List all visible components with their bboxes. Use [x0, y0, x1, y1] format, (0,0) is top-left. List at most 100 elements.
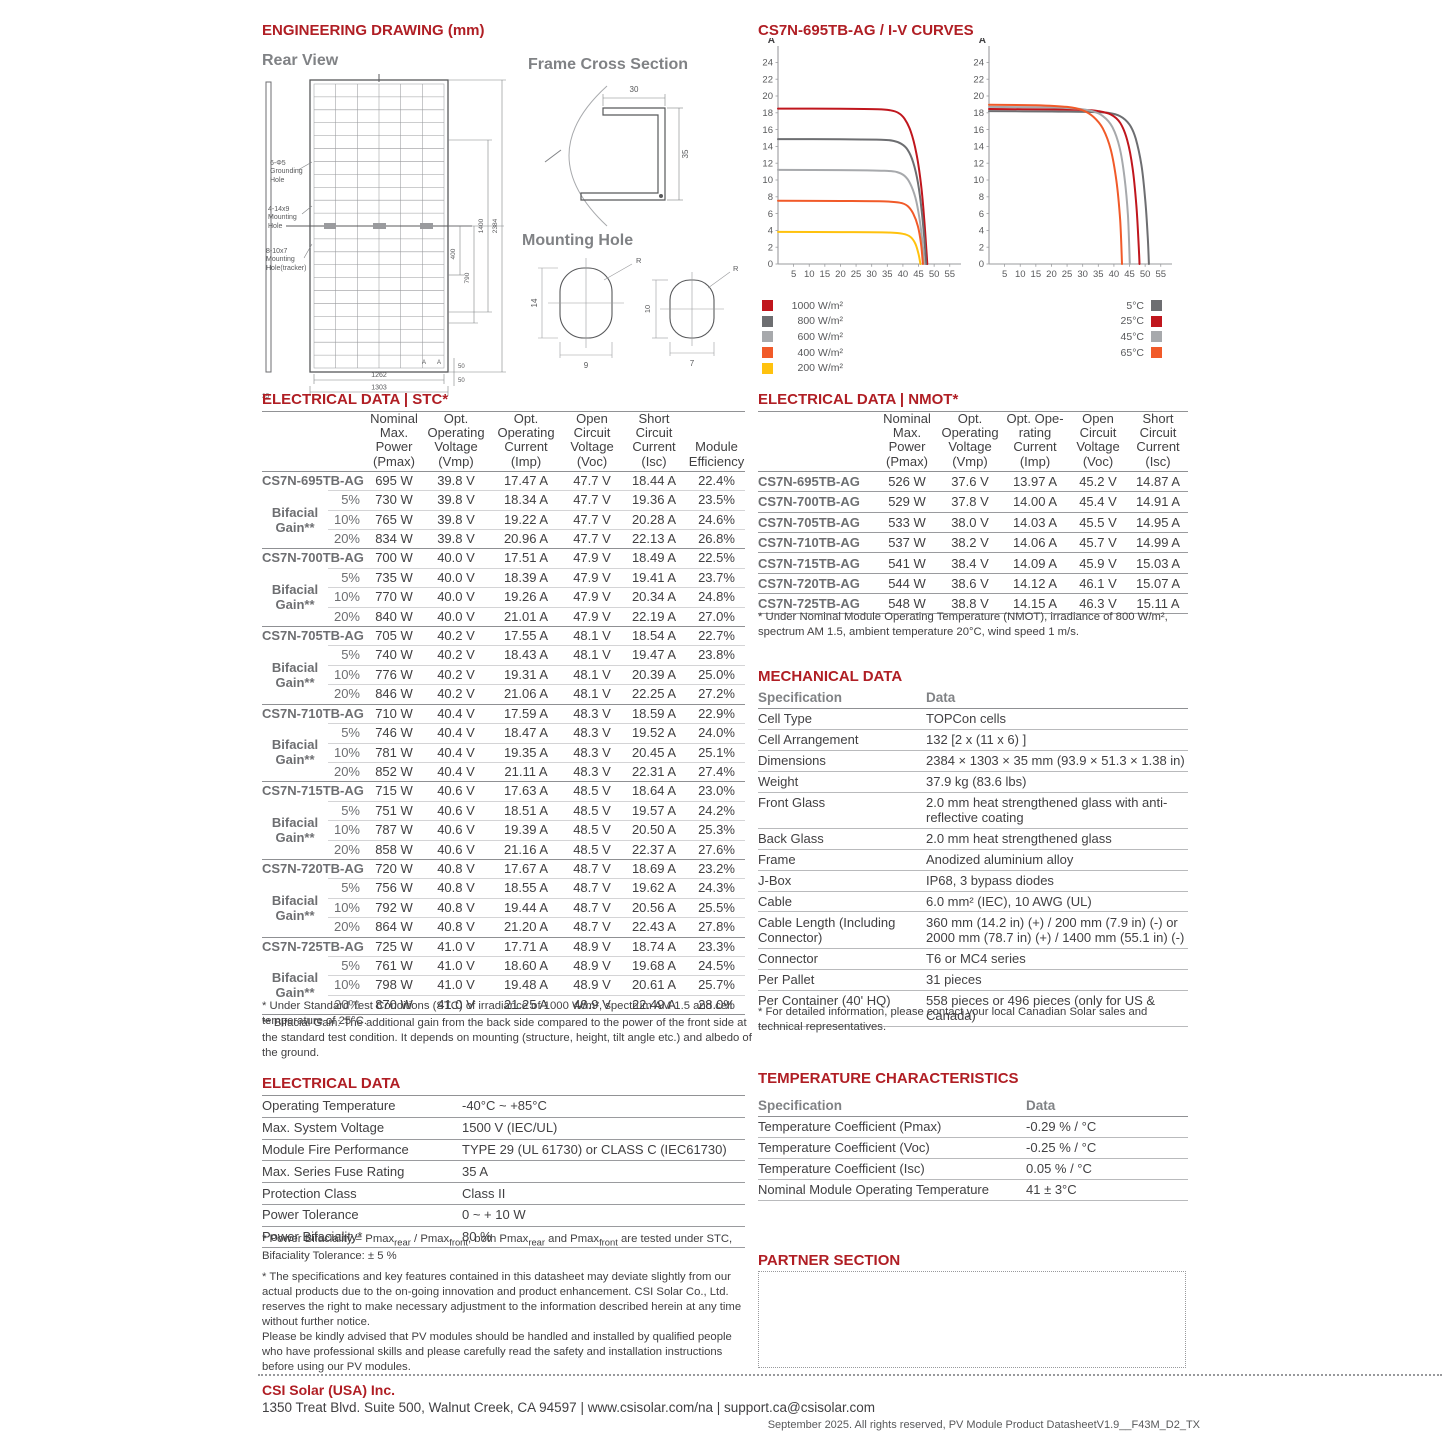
- legend-item: 5°C: [1020, 298, 1162, 314]
- dim-400: 400: [450, 248, 457, 259]
- table-row: CS7N-700TB-AG 529 W 37.8 V 14.00 A 45.4 V 14.…: [758, 491, 1188, 513]
- footer-version: September 2025. All rights reserved, PV …: [767, 1419, 1200, 1431]
- legend-item: 65°C: [1020, 345, 1162, 361]
- svg-text:2: 2: [768, 242, 773, 253]
- table-row: Cable 6.0 mm² (IEC), 10 AWG (UL): [758, 891, 1188, 913]
- table-row: J-Box IP68, 3 bypass diodes: [758, 870, 1188, 892]
- table-row: Bifacial Gain** 5% 735 W 40.0 V 18.39 A 47.9 …: [262, 567, 745, 612]
- legend-label: 65°C: [1120, 346, 1144, 359]
- legend-swatch: [762, 315, 773, 327]
- nmot-table-body: CS7N-695TB-AG 526 W 37.6 V 13.97 A 45.2 V 14.…: [758, 471, 1188, 615]
- legend-item: 600 W/m²: [762, 329, 843, 345]
- table-row: 20% 864 W 40.8 V 21.20 A 48.7 V 22.43 A 27.8%: [262, 917, 745, 938]
- dim-35-side: 35: [262, 393, 270, 400]
- legend-swatch: [1151, 300, 1162, 312]
- dim-1262: 1262: [371, 372, 387, 379]
- table-row: CS7N-695TB-AG 526 W 37.6 V 13.97 A 45.2 V 14.…: [758, 471, 1188, 493]
- table-row: 20% 834 W 39.8 V 20.96 A 47.7 V 22.13 A 26.8%: [262, 529, 745, 549]
- svg-text:25: 25: [851, 269, 862, 280]
- legend-label: 1000 W/m²: [791, 299, 843, 312]
- table-row: 10% 792 W 40.8 V 19.44 A 48.7 V 20.56 A 25.5%: [262, 897, 745, 918]
- iv-chart-irradiance: 0 2 4 6 8 10 12 14 16 18 20 22 24 5 10 15 20 25 30 35 40 45 50…: [752, 35, 976, 295]
- nmot-table: Nominal Max. Power (Pmax) Opt. Operating …: [758, 412, 1188, 615]
- dim-frame-30: 30: [630, 85, 639, 94]
- legend-item: 1000 W/m²: [762, 298, 843, 314]
- table-row: CS7N-700TB-AG 700 W 40.0 V 17.51 A 47.9 V 18.…: [262, 548, 745, 569]
- callout-grounding-hole: 6-Φ5 Grounding Hole: [270, 160, 303, 184]
- rear-view-label: Rear View: [262, 52, 339, 69]
- stc-table: Nominal Max. Power (Pmax) Opt. Operating …: [262, 412, 745, 1016]
- temperature-characteristics-table: Specification Data Temperature Coefficie…: [758, 1098, 1188, 1201]
- svg-text:4: 4: [768, 226, 773, 237]
- dim-hole-14: 14: [530, 298, 539, 307]
- table-row: 20% 846 W 40.2 V 21.06 A 48.1 V 22.25 A 27.2%: [262, 684, 745, 705]
- dim-50a: 50: [458, 364, 465, 370]
- legend-temperature: 5°C 25°C 45°C 65°C: [1020, 298, 1162, 360]
- table-row: 20% 858 W 40.6 V 21.16 A 48.5 V 22.37 A 27.6%: [262, 839, 745, 860]
- footer-company: CSI Solar (USA) Inc.: [262, 1382, 396, 1398]
- svg-text:18: 18: [762, 108, 773, 119]
- legend-swatch: [762, 300, 773, 312]
- svg-text:14: 14: [973, 142, 984, 153]
- table-row: 10% 776 W 40.2 V 19.31 A 48.1 V 20.39 A 25.0%: [262, 664, 745, 685]
- mounting-hole-drawing: 14 9 10 7 R R: [530, 256, 739, 370]
- svg-text:A: A: [979, 38, 986, 46]
- frame-cross-section-label: Frame Cross Section: [528, 56, 689, 73]
- electrical-data-table: Operating Temperature -40°C ~ +85°C Max. S…: [262, 1096, 745, 1249]
- nmot-title: ELECTRICAL DATA | NMOT*: [758, 391, 1188, 412]
- temp-col2-header: Data: [1026, 1098, 1188, 1117]
- table-row: Cell Arrangement 132 [2 x (11 x 6) ]: [758, 729, 1188, 751]
- table-row: Temperature Coefficient (Isc) 0.05 % / °C: [758, 1158, 1188, 1180]
- mounting-hole-label: Mounting Hole: [522, 232, 634, 249]
- legend-item: 200 W/m²: [762, 360, 843, 376]
- footer-email-link[interactable]: support.ca@csisolar.com: [724, 1400, 876, 1415]
- table-row: Bifacial Gain** 5% 756 W 40.8 V 18.55 A 48.7 …: [262, 878, 745, 923]
- legend-swatch: [1151, 347, 1162, 359]
- table-row: Max. Series Fuse Rating 35 A: [262, 1160, 745, 1184]
- svg-text:14: 14: [762, 142, 773, 153]
- table-row: Operating Temperature -40°C ~ +85°C: [262, 1096, 745, 1118]
- svg-text:10: 10: [973, 175, 984, 186]
- legend-swatch: [1151, 331, 1162, 343]
- svg-text:A: A: [768, 38, 775, 46]
- svg-text:50: 50: [1140, 269, 1151, 280]
- table-row: Cable Length (Including Connector) 360 mm…: [758, 911, 1188, 949]
- table-row: Front Glass 2.0 mm heat strengthened glas…: [758, 792, 1188, 829]
- svg-text:30: 30: [1077, 269, 1088, 280]
- svg-text:24: 24: [973, 58, 984, 69]
- stc-note-2: ** Bifacial Gain: The additional gain fr…: [262, 1017, 752, 1060]
- legend-swatch: [762, 347, 773, 359]
- svg-text:24: 24: [762, 58, 773, 69]
- dim-hole-10: 10: [643, 305, 652, 313]
- legend-item: 45°C: [1020, 329, 1162, 345]
- svg-text:20: 20: [1046, 269, 1057, 280]
- legend-label: 600 W/m²: [797, 330, 843, 343]
- table-row: Cell Type TOPCon cells: [758, 708, 1188, 730]
- svg-text:55: 55: [1155, 269, 1166, 280]
- table-row: Bifacial Gain** 5% 740 W 40.2 V 18.43 A 48.1 …: [262, 645, 745, 690]
- disclaimer-paragraph-2: Please be kindly advised that PV modules…: [262, 1331, 732, 1374]
- footer-website-link[interactable]: www.csisolar.com/na: [587, 1400, 713, 1415]
- footer-address: 1350 Treat Blvd. Suite 500, Walnut Creek…: [262, 1400, 876, 1415]
- table-row: Temperature Coefficient (Voc) -0.25 % / °…: [758, 1137, 1188, 1159]
- table-row: 10% 798 W 41.0 V 19.48 A 48.9 V 20.61 A 25.7%: [262, 975, 745, 996]
- dim-radius-2: R: [733, 264, 739, 273]
- legend-irradiance: 1000 W/m² 800 W/m² 600 W/m² 400 W/m² 200 W/m…: [762, 298, 843, 376]
- table-row: Back Glass 2.0 mm heat strengthened glass: [758, 828, 1188, 850]
- temp-title: TEMPERATURE CHARACTERISTICS: [758, 1070, 1019, 1087]
- temp-col1-header: Specification: [758, 1098, 1026, 1117]
- table-row: CS7N-715TB-AG 715 W 40.6 V 17.63 A 48.5 V 18.…: [262, 781, 745, 802]
- svg-text:8: 8: [979, 192, 984, 203]
- table-row: CS7N-720TB-AG 720 W 40.8 V 17.67 A 48.7 V 18.…: [262, 858, 745, 879]
- table-row: CS7N-720TB-AG 544 W 38.6 V 14.12 A 46.1 V 15.…: [758, 573, 1188, 595]
- table-row: CS7N-715TB-AG 541 W 38.4 V 14.09 A 45.9 V 15.…: [758, 552, 1188, 574]
- legend-label: 200 W/m²: [797, 362, 843, 375]
- dim-frame-35: 35: [681, 149, 690, 158]
- mechanical-data-table: Specification Data Cell Type TOPCon cells…: [758, 690, 1188, 1027]
- table-row: Per Container (40' HQ) 558 pieces or 496 …: [758, 990, 1188, 1027]
- svg-text:35: 35: [882, 269, 893, 280]
- mech-col2-header: Data: [926, 690, 1188, 709]
- table-row: 20% 870 W 41.0 V 21.25 A 48.9 V 22.49 A 28.0%: [262, 994, 745, 1015]
- table-row: Power Tolerance 0 ~ + 10 W: [262, 1204, 745, 1227]
- table-row: 10% 770 W 40.0 V 19.26 A 47.9 V 20.34 A 24.8%: [262, 587, 745, 608]
